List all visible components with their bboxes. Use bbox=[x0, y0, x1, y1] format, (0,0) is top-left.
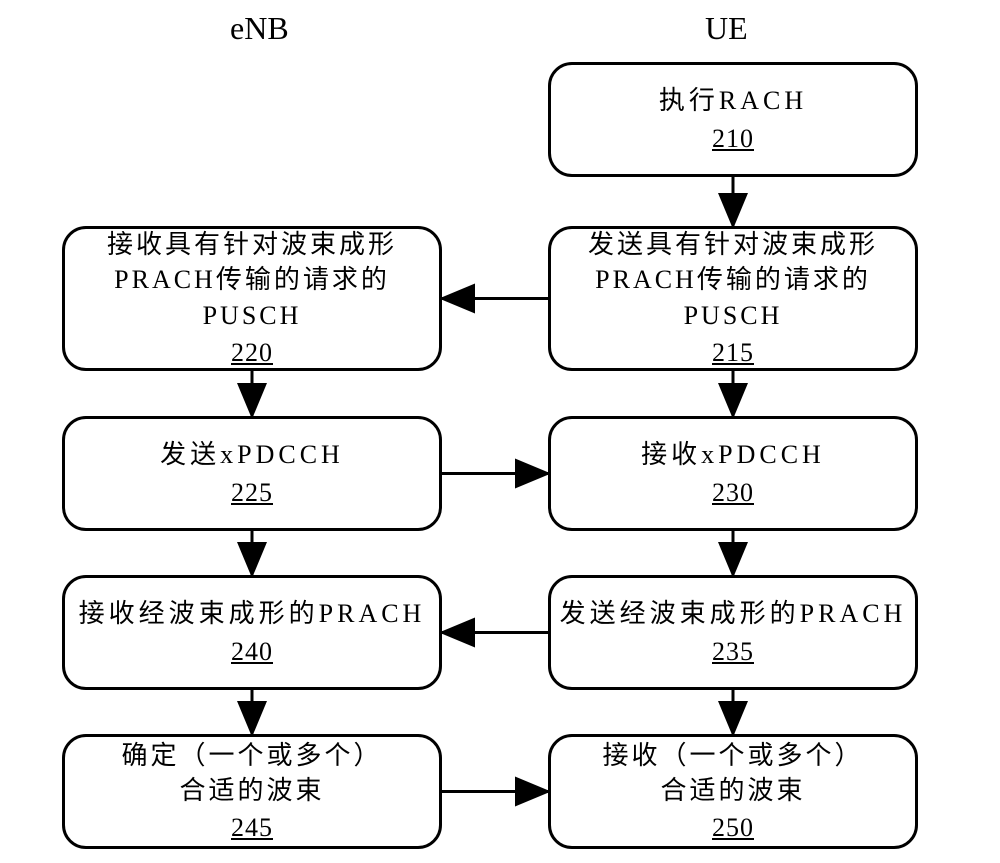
node-determine-beams: 确定（一个或多个） 合适的波束 245 bbox=[62, 734, 442, 849]
node-text: 合适的波束 bbox=[660, 773, 805, 808]
node-text: 合适的波束 bbox=[179, 773, 324, 808]
node-ref: 225 bbox=[231, 475, 273, 510]
node-ref: 245 bbox=[231, 810, 273, 845]
column-label-ue: UE bbox=[705, 10, 748, 47]
node-text: 接收具有针对波束成形 bbox=[107, 227, 397, 262]
node-receive-beams: 接收（一个或多个） 合适的波束 250 bbox=[548, 734, 918, 849]
node-send-beamformed-prach: 发送经波束成形的PRACH 235 bbox=[548, 575, 918, 690]
node-ref: 210 bbox=[712, 121, 754, 156]
node-text: 接收xPDCCH bbox=[641, 437, 825, 472]
column-label-enb: eNB bbox=[230, 10, 289, 47]
node-ref: 230 bbox=[712, 475, 754, 510]
node-text: 执行RACH bbox=[659, 83, 807, 118]
node-text: 接收经波束成形的PRACH bbox=[79, 596, 426, 631]
node-text: 确定（一个或多个） bbox=[121, 738, 382, 773]
node-ref: 220 bbox=[231, 335, 273, 370]
node-ref: 215 bbox=[712, 335, 754, 370]
node-ref: 240 bbox=[231, 634, 273, 669]
node-text: 接收（一个或多个） bbox=[602, 738, 863, 773]
node-text: 发送xPDCCH bbox=[160, 437, 344, 472]
node-ref: 235 bbox=[712, 634, 754, 669]
node-ref: 250 bbox=[712, 810, 754, 845]
node-text: PRACH传输的请求的PUSCH bbox=[65, 262, 439, 332]
node-send-xpdcch: 发送xPDCCH 225 bbox=[62, 416, 442, 531]
node-receive-pusch: 接收具有针对波束成形 PRACH传输的请求的PUSCH 220 bbox=[62, 226, 442, 371]
node-text: 发送具有针对波束成形 bbox=[588, 227, 878, 262]
node-text: PRACH传输的请求的PUSCH bbox=[551, 262, 915, 332]
node-receive-xpdcch: 接收xPDCCH 230 bbox=[548, 416, 918, 531]
node-text: 发送经波束成形的PRACH bbox=[560, 596, 907, 631]
node-execute-rach: 执行RACH 210 bbox=[548, 62, 918, 177]
node-receive-beamformed-prach: 接收经波束成形的PRACH 240 bbox=[62, 575, 442, 690]
node-send-pusch: 发送具有针对波束成形 PRACH传输的请求的PUSCH 215 bbox=[548, 226, 918, 371]
